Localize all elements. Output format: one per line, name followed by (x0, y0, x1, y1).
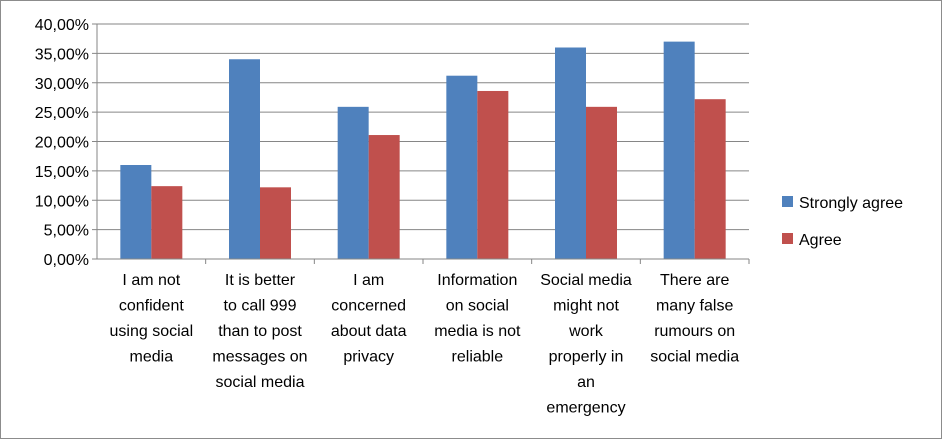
y-tick-label: 30,00% (35, 76, 89, 93)
y-tick-label: 35,00% (35, 46, 89, 63)
bar-strongly-agree (555, 47, 586, 259)
x-tick-label: Information on social media is not reliable (434, 272, 521, 366)
bar-agree (368, 135, 400, 259)
y-tick-label: 0,00% (44, 252, 89, 269)
bar-agree (260, 187, 291, 259)
y-tick-label: 40,00% (35, 17, 89, 34)
y-tick-label: 10,00% (35, 193, 89, 210)
bar-strongly-agree (120, 165, 152, 259)
legend-label: Strongly agree (799, 195, 903, 212)
bar-strongly-agree (337, 106, 369, 260)
x-tick-label: Social media might not work properly in an em… (540, 272, 632, 417)
y-tick-label: 25,00% (35, 105, 89, 122)
bars (120, 41, 726, 260)
x-tick-label: There are many false rumours on social medi… (650, 272, 739, 366)
bar-agree (694, 99, 726, 259)
bar-agree (586, 106, 617, 260)
axes (92, 23, 750, 264)
legend-swatch (782, 196, 793, 207)
x-tick-label: It is better to call 999 than to post messa… (212, 272, 307, 391)
bar-agree (151, 186, 183, 259)
legend: Strongly agree Agree (782, 195, 903, 249)
y-tick-label: 5,00% (44, 223, 89, 240)
gridlines (97, 23, 749, 231)
y-axis-ticks: 0,00% 5,00% 10,00% 15,00% 20,00% 25,00% 30,00%… (35, 17, 89, 269)
x-tick-label: I am concerned about data privacy (331, 272, 407, 366)
bar-strongly-agree (446, 75, 478, 259)
bar-strongly-agree (229, 59, 260, 259)
bar-strongly-agree (663, 41, 695, 259)
y-tick-label: 20,00% (35, 135, 89, 152)
legend-label: Agree (799, 232, 842, 249)
bar-agree (477, 90, 509, 259)
x-tick-label: I am not confident using social media (110, 272, 194, 366)
legend-swatch (782, 233, 793, 244)
y-tick-label: 15,00% (35, 164, 89, 181)
